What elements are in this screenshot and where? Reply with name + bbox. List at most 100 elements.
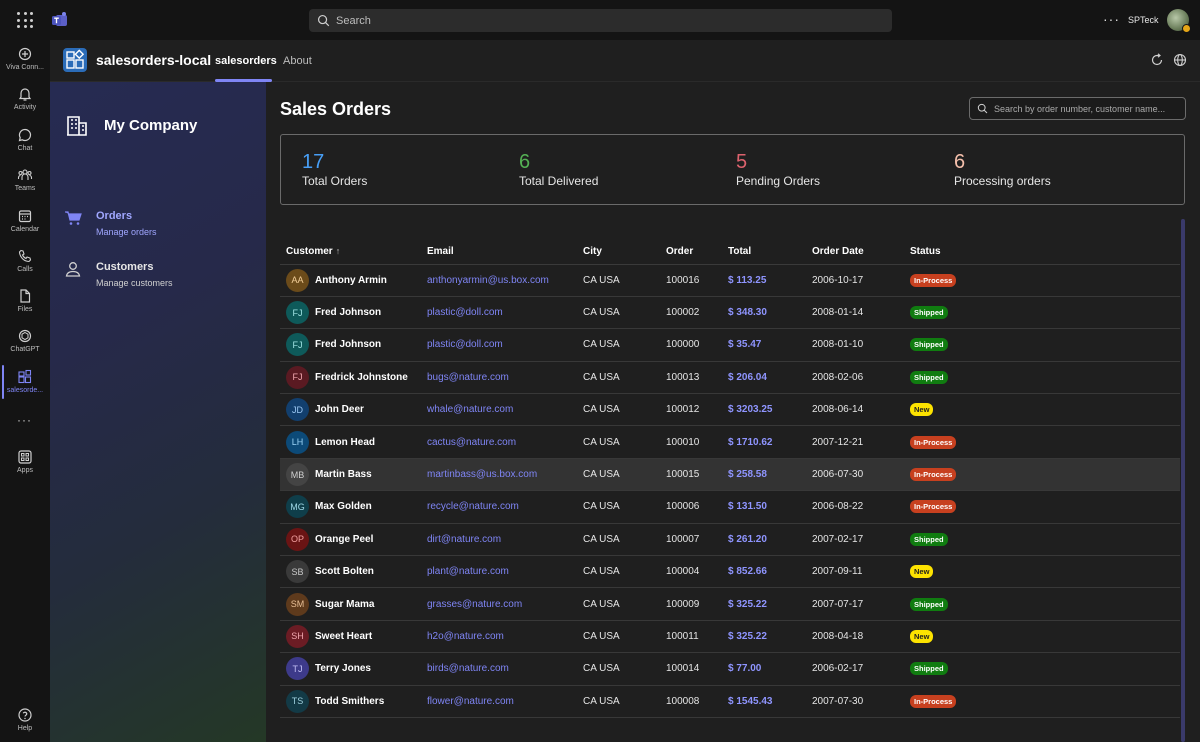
table-row[interactable]: TJ Terry Jones birds@nature.com CA USA 10001… (280, 652, 1180, 686)
cell-status: New (904, 393, 1180, 427)
cell-email[interactable]: plastic@doll.com (421, 296, 577, 330)
more-options-icon[interactable]: ··· (1103, 11, 1120, 27)
email-link[interactable]: plastic@doll.com (427, 339, 503, 351)
rail-item-apps[interactable]: Apps (0, 449, 50, 474)
email-link[interactable]: h2o@nature.com (427, 630, 504, 642)
cell-email[interactable]: anthonyarmin@us.box.com (421, 264, 577, 297)
cell-city: CA USA (577, 328, 660, 362)
cell-city: CA USA (577, 490, 660, 524)
nav-orders[interactable]: Orders Manage orders (64, 209, 254, 239)
table-row[interactable]: OP Orange Peel dirt@nature.com CA USA 100007… (280, 523, 1180, 557)
order-search-input[interactable] (994, 103, 1185, 114)
table-row[interactable]: TS Todd Smithers flower@nature.com CA USA 10… (280, 685, 1180, 718)
email-link[interactable]: birds@nature.com (427, 663, 509, 675)
email-link[interactable]: grasses@nature.com (427, 598, 523, 610)
rail-item-activity[interactable]: Activity (0, 86, 50, 111)
teams-logo-icon (52, 12, 67, 26)
table-row[interactable]: MB Martin Bass martinbass@us.box.com CA USA… (280, 458, 1180, 492)
rail-item-files[interactable]: Files (0, 288, 50, 313)
global-search-input[interactable] (336, 14, 892, 27)
cell-email[interactable]: flower@nature.com (421, 685, 577, 718)
globe-icon[interactable] (1173, 53, 1187, 67)
email-link[interactable]: martinbass@us.box.com (427, 469, 538, 481)
rail-item-salesorders[interactable]: salesorde... (0, 369, 50, 394)
order-search-box[interactable] (969, 97, 1186, 120)
cell-email[interactable]: cactus@nature.com (421, 425, 577, 459)
table-row[interactable]: LH Lemon Head cactus@nature.com CA USA 10001… (280, 425, 1180, 459)
email-link[interactable]: bugs@nature.com (427, 371, 509, 383)
cell-email[interactable]: recycle@nature.com (421, 490, 577, 524)
table-row[interactable]: FJ Fred Johnson plastic@doll.com CA USA 1000… (280, 328, 1180, 362)
order-total: $ 852.66 (728, 566, 767, 578)
cell-email[interactable]: whale@nature.com (421, 393, 577, 427)
email-link[interactable]: whale@nature.com (427, 404, 514, 416)
column-header-order-date[interactable]: Order Date (806, 240, 904, 265)
rail-item-viva-connections[interactable]: Viva Conn... (0, 46, 50, 71)
rail-item-chatgpt[interactable]: ChatGPT (0, 328, 50, 353)
rail-item-calls[interactable]: Calls (0, 248, 50, 273)
cell-total: $ 852.66 (722, 555, 806, 589)
cell-email[interactable]: grasses@nature.com (421, 587, 577, 621)
rail-item-chat[interactable]: Chat (0, 127, 50, 152)
cell-email[interactable]: plastic@doll.com (421, 328, 577, 362)
cell-email[interactable]: bugs@nature.com (421, 361, 577, 395)
customer-cell: TS Todd Smithers (286, 689, 421, 713)
cell-city: CA USA (577, 264, 660, 297)
cell-customer: OP Orange Peel (280, 523, 421, 557)
cell-order: 100006 (660, 490, 722, 524)
email-link[interactable]: anthonyarmin@us.box.com (427, 274, 549, 286)
cell-city: CA USA (577, 458, 660, 492)
rail-item-teams[interactable]: Teams (0, 167, 50, 192)
table-row[interactable]: FJ Fredrick Johnstone bugs@nature.com CA US… (280, 361, 1180, 395)
email-link[interactable]: plastic@doll.com (427, 307, 503, 319)
column-header-order[interactable]: Order (660, 240, 722, 265)
more-apps-icon[interactable]: ··· (17, 413, 32, 427)
column-header-email[interactable]: Email (421, 240, 577, 265)
table-scrollbar[interactable] (1181, 219, 1185, 742)
search-icon (977, 103, 988, 114)
email-link[interactable]: cactus@nature.com (427, 436, 517, 448)
nav-customers[interactable]: Customers Manage customers (64, 260, 254, 290)
cell-status: In-Process (904, 264, 1180, 297)
app-launcher-icon[interactable] (17, 12, 33, 28)
cell-customer: FJ Fred Johnson (280, 328, 421, 362)
status-badge: Shipped (910, 597, 948, 611)
cell-email[interactable]: martinbass@us.box.com (421, 458, 577, 492)
column-header-status[interactable]: Status (904, 240, 1180, 265)
global-search-bar[interactable] (309, 9, 892, 32)
cell-customer: MG Max Golden (280, 490, 421, 524)
tab-about[interactable]: About (283, 55, 312, 67)
file-icon (20, 289, 31, 303)
column-header-customer[interactable]: Customer ↑ (280, 240, 421, 265)
cell-total: $ 35.47 (722, 328, 806, 362)
status-badge: Shipped (910, 338, 948, 352)
tab-salesorders[interactable]: salesorders (215, 55, 277, 67)
table-row[interactable]: SM Sugar Mama grasses@nature.com CA USA 1000… (280, 587, 1180, 621)
table-row[interactable]: FJ Fred Johnson plastic@doll.com CA USA 1000… (280, 296, 1180, 330)
tenant-name[interactable]: SPTeck (1128, 15, 1159, 25)
table-row[interactable]: SB Scott Bolten plant@nature.com CA USA 1000… (280, 555, 1180, 589)
cell-email[interactable]: birds@nature.com (421, 652, 577, 686)
table-row[interactable]: AA Anthony Armin anthonyarmin@us.box.com CA… (280, 264, 1180, 297)
cell-customer: MB Martin Bass (280, 458, 421, 492)
email-link[interactable]: recycle@nature.com (427, 501, 519, 513)
email-link[interactable]: dirt@nature.com (427, 533, 502, 545)
rail-item-calendar[interactable]: Calendar (0, 208, 50, 233)
email-link[interactable]: flower@nature.com (427, 695, 514, 707)
cell-email[interactable]: dirt@nature.com (421, 523, 577, 557)
cell-total: $ 258.58 (722, 458, 806, 492)
column-header-total[interactable]: Total (722, 240, 806, 265)
refresh-icon[interactable] (1150, 53, 1164, 67)
table-row[interactable]: MG Max Golden recycle@nature.com CA USA 1000… (280, 490, 1180, 524)
cell-total: $ 1710.62 (722, 425, 806, 459)
user-avatar[interactable] (1167, 9, 1191, 33)
cell-email[interactable]: plant@nature.com (421, 555, 577, 589)
sort-ascending-icon[interactable]: ↑ (335, 246, 341, 257)
table-row[interactable]: SH Sweet Heart h2o@nature.com CA USA 100011 $… (280, 620, 1180, 654)
column-header-city[interactable]: City (577, 240, 660, 265)
order-total: $ 113.25 (728, 274, 767, 286)
rail-item-help[interactable]: Help (0, 707, 50, 732)
table-row[interactable]: JD John Deer whale@nature.com CA USA 100012 $… (280, 393, 1180, 427)
email-link[interactable]: plant@nature.com (427, 566, 509, 578)
cell-email[interactable]: h2o@nature.com (421, 620, 577, 654)
